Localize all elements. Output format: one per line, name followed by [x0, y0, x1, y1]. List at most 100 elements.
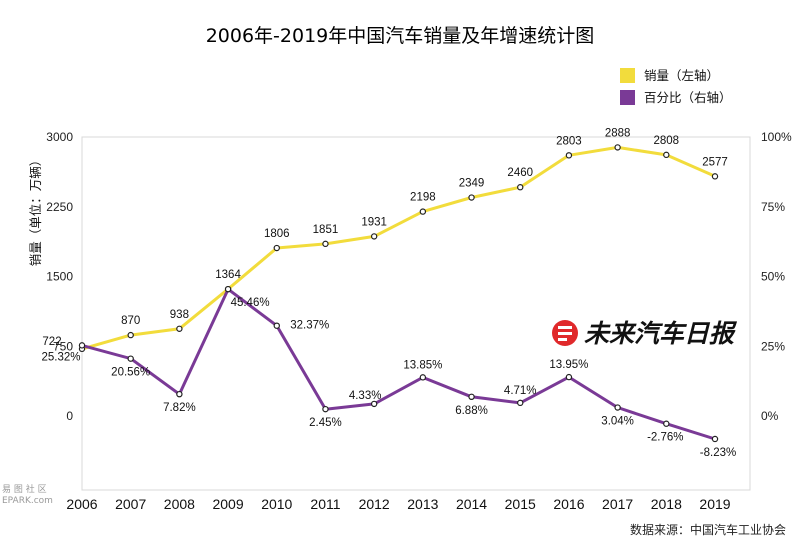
- y-tick-right: 75%: [761, 200, 785, 214]
- data-label: 3.04%: [601, 416, 634, 428]
- series-line: [81, 145, 716, 351]
- data-point: [517, 399, 524, 407]
- legend-swatch-percent: [620, 90, 635, 105]
- data-point: [468, 393, 475, 401]
- left-axis-ticks: 3000 2250 1500 750 0: [46, 130, 73, 423]
- y-tick-left: 0: [66, 409, 73, 423]
- legend-label-percent: 百分比（右轴）: [644, 90, 732, 105]
- x-tick: 2014: [456, 496, 487, 512]
- data-label: 2888: [605, 127, 631, 139]
- series-sales: 722 870 938 1364 1806 1851 1931 2198 2349 2460 280…: [42, 127, 728, 353]
- brand-name: 未来汽车日报: [584, 319, 738, 348]
- data-point: [370, 400, 378, 408]
- data-label: 32.37%: [290, 320, 329, 332]
- data-label: 4.33%: [349, 390, 382, 402]
- data-label: 2803: [556, 135, 582, 147]
- data-label: 7.82%: [163, 402, 196, 414]
- data-label: 1806: [264, 228, 290, 240]
- x-tick: 2007: [115, 496, 146, 512]
- data-label: -8.23%: [700, 447, 736, 459]
- data-point: [78, 342, 86, 349]
- y-tick-right: 25%: [761, 339, 785, 353]
- legend: 销量（左轴） 百分比（右轴）: [620, 68, 732, 105]
- y-tick-left: 1500: [46, 270, 73, 284]
- data-label: 1364: [215, 269, 241, 281]
- y-tick-left: 750: [53, 339, 73, 353]
- data-point: [176, 390, 183, 398]
- x-tick: 2011: [310, 496, 340, 512]
- x-tick: 2013: [407, 496, 438, 512]
- data-label: 6.88%: [455, 405, 488, 417]
- data-label: 2808: [654, 135, 680, 147]
- data-point: [224, 285, 232, 293]
- legend-label-sales: 销量（左轴）: [644, 68, 719, 83]
- data-label: 1851: [313, 224, 339, 236]
- watermark-sub: EPARK.com: [2, 496, 53, 506]
- data-point: [711, 173, 719, 180]
- data-point: [322, 405, 329, 413]
- x-tick: 2018: [651, 496, 682, 512]
- data-point: [322, 240, 329, 248]
- data-label: 25.32%: [41, 351, 80, 363]
- x-tick: 2008: [164, 496, 195, 512]
- data-point: [614, 144, 621, 151]
- brand-logo-bar: [558, 326, 572, 329]
- data-label: 13.95%: [549, 359, 588, 371]
- data-point: [565, 373, 573, 381]
- data-label: 938: [170, 309, 189, 321]
- data-point: [419, 208, 427, 215]
- data-point: [370, 233, 378, 240]
- watermark-text: 易 图 社 区: [2, 483, 47, 495]
- x-tick: 2019: [699, 496, 730, 512]
- data-label: 2198: [410, 192, 436, 204]
- right-axis-ticks: 100% 75% 50% 25% 0%: [761, 130, 792, 423]
- x-tick: 2017: [602, 496, 633, 512]
- data-label: 2577: [702, 156, 728, 168]
- data-label: 870: [121, 315, 140, 327]
- data-point: [517, 184, 524, 191]
- data-point: [127, 331, 134, 339]
- brand-logo-bar: [558, 332, 572, 335]
- data-point: [711, 435, 719, 443]
- y-tick-right: 100%: [761, 130, 792, 144]
- x-axis-ticks: 2006 2007 2008 2009 2010 2011 2012 2013 2014 2015…: [66, 496, 730, 512]
- series-line: [81, 287, 716, 441]
- data-point: [273, 322, 280, 329]
- brand-logo: 未来汽车日报: [552, 319, 738, 348]
- brand-logo-bar: [558, 338, 567, 341]
- data-label: 722: [42, 336, 61, 348]
- x-tick: 2015: [505, 496, 536, 512]
- data-point: [565, 152, 573, 159]
- y-tick-right: 0%: [761, 409, 779, 423]
- x-tick: 2010: [261, 496, 292, 512]
- data-label: 2460: [507, 167, 533, 179]
- y-tick-right: 50%: [761, 270, 785, 284]
- data-point: [419, 374, 427, 381]
- x-tick: 2012: [359, 496, 390, 512]
- y-axis-label: 销量（单位：万辆）: [28, 154, 43, 267]
- data-point: [176, 325, 183, 332]
- data-label: 2349: [459, 178, 485, 190]
- series-percent: 25.32% 20.56% 7.82% 45.46% 32.37% 2.45% 4.33% 1…: [41, 285, 736, 459]
- x-tick: 2016: [553, 496, 584, 512]
- data-point: [468, 194, 475, 201]
- data-point: [614, 404, 621, 411]
- data-label: 4.71%: [504, 385, 537, 397]
- x-tick: 2006: [66, 496, 97, 512]
- data-label: 13.85%: [403, 359, 442, 371]
- plot-frame: [81, 136, 751, 491]
- data-point: [127, 355, 134, 362]
- legend-swatch-sales: [620, 68, 635, 83]
- y-tick-left: 2250: [46, 200, 73, 214]
- watermark: 易 图 社 区 EPARK.com: [2, 483, 53, 506]
- x-tick: 2009: [212, 496, 243, 512]
- data-point: [273, 244, 280, 252]
- data-point: [663, 420, 670, 427]
- data-label: 2.45%: [309, 417, 342, 429]
- data-label: 20.56%: [111, 367, 150, 379]
- data-point: [663, 151, 670, 159]
- data-source: 数据来源：中国汽车工业协会: [630, 522, 786, 537]
- data-label: -2.76%: [647, 432, 683, 444]
- y-tick-left: 3000: [46, 130, 73, 144]
